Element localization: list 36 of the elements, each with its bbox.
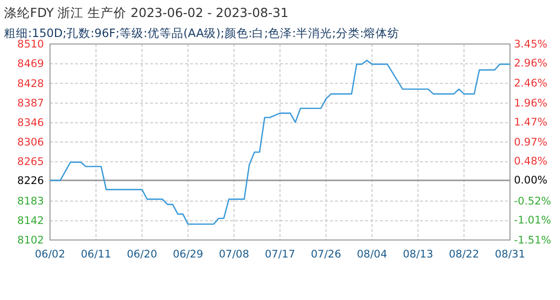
y-tick-label: 8142	[17, 215, 44, 228]
y2-tick-label: -1.51%	[514, 234, 552, 246]
y2-tick-label: 0.00%	[514, 174, 548, 187]
y-tick-label: 8183	[17, 195, 44, 208]
x-tick-label: 06/11	[80, 248, 112, 260]
x-tick-label: 08/31	[494, 248, 526, 260]
chart-subtitle: 粗细:150D;孔数:96F;等级:优等品(AA级);颜色:白;色泽:半消光;分类:熔体纺	[4, 26, 400, 40]
x-tick-label: 06/20	[126, 248, 158, 260]
y-tick-label: 8428	[17, 78, 44, 90]
x-tick-label: 06/02	[34, 248, 66, 260]
y2-tick-label: 1.47%	[514, 116, 548, 129]
y-tick-label: 8226	[17, 174, 44, 187]
y-tick-label: 8387	[17, 97, 44, 110]
y-tick-label: 8469	[17, 58, 44, 70]
y2-tick-label: 0.48%	[514, 156, 548, 168]
x-tick-label: 08/22	[448, 248, 480, 260]
y2-tick-label: 2.96%	[514, 58, 548, 70]
y2-tick-label: -1.01%	[514, 214, 552, 227]
y-tick-label: 8346	[17, 117, 44, 130]
y-tick-label: 8102	[17, 234, 44, 246]
y2-tick-label: 0.97%	[514, 136, 548, 148]
x-tick-label: 07/26	[310, 248, 342, 260]
x-tick-label: 07/17	[264, 248, 296, 260]
chart-title: 涤纶FDY 浙江 生产价 2023-06-02 - 2023-08-31	[4, 5, 288, 20]
x-tick-label: 08/04	[356, 248, 388, 260]
y-tick-label: 8265	[17, 156, 44, 168]
x-tick-label: 07/08	[218, 248, 250, 260]
y2-tick-label: 2.46%	[514, 77, 548, 90]
y2-tick-label: 1.96%	[514, 97, 548, 110]
y2-tick-label: -0.52%	[514, 195, 552, 208]
x-tick-label: 08/13	[402, 248, 434, 260]
y-tick-label: 8510	[17, 38, 44, 50]
x-tick-label: 06/29	[172, 248, 204, 260]
y2-tick-label: 3.45%	[514, 38, 548, 50]
y-tick-label: 8306	[17, 136, 44, 148]
line-series	[49, 60, 511, 225]
